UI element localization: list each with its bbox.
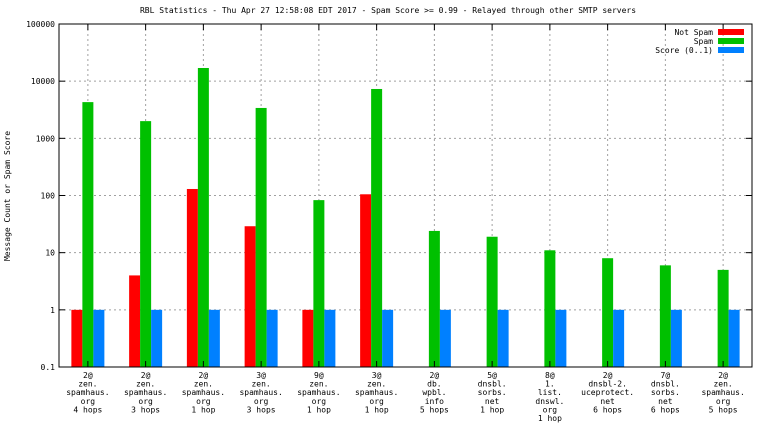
y-axis-label: Message Count or Spam Score — [3, 131, 12, 261]
bar-score-0-1 — [613, 309, 625, 367]
grid-lines — [59, 24, 752, 367]
bar-score-0-1 — [266, 309, 278, 367]
bar-not-spam — [129, 275, 141, 367]
bar-score-0-1 — [324, 309, 336, 367]
bar-spam — [140, 121, 152, 367]
bar-not-spam — [244, 226, 256, 367]
bars-group — [71, 67, 740, 368]
x-tick-label: 9@ zen. spamhaus. org 1 hop — [297, 371, 340, 414]
x-tick-label: 7@ dnsbl. sorbs. net 6 hops — [651, 371, 680, 414]
legend-label: Score (0..1) — [655, 46, 713, 55]
y-tick-label: 0.1 — [41, 363, 56, 372]
bar-not-spam — [71, 309, 83, 367]
bar-score-0-1 — [382, 309, 394, 367]
bar-score-0-1 — [93, 309, 105, 367]
y-axis-ticks: 0.1 1 10 100 1000 10000 100000 — [26, 20, 752, 372]
bar-spam — [197, 67, 209, 367]
y-tick-label: 10000 — [31, 77, 55, 86]
bar-score-0-1 — [208, 309, 220, 367]
bar-score-0-1 — [497, 309, 509, 367]
x-tick-label: 2@ db. wpbl. info 5 hops — [420, 371, 449, 414]
bar-spam — [602, 258, 614, 367]
bar-spam — [313, 200, 325, 367]
bar-spam — [371, 88, 383, 367]
x-tick-label: 5@ dnsbl. sorbs. net 1 hop — [478, 371, 507, 414]
bar-spam — [659, 265, 671, 367]
x-tick-label: 2@ zen. spamhaus. org 4 hops — [66, 371, 109, 414]
x-tick-label: 2@ zen. spamhaus. org 1 hop — [182, 371, 225, 414]
x-tick-label: 2@ dnsbl-2. uceprotect. net 6 hops — [581, 371, 634, 414]
bar-score-0-1 — [151, 309, 163, 367]
bar-spam — [717, 269, 729, 367]
bar-spam — [544, 250, 556, 367]
bar-score-0-1 — [555, 309, 567, 367]
legend-label: Spam — [694, 37, 713, 46]
y-tick-label: 1 — [50, 306, 55, 315]
legend-label: Not Spam — [674, 28, 713, 37]
x-axis-ticks: 2@ zen. spamhaus. org 4 hops 2@ zen. spamhaus. o… — [66, 24, 745, 423]
bar-spam — [428, 230, 440, 367]
y-tick-label: 1000 — [36, 134, 55, 143]
bar-score-0-1 — [439, 309, 451, 367]
y-tick-label: 100000 — [26, 20, 55, 29]
bar-spam — [82, 102, 94, 367]
bar-score-0-1 — [728, 309, 740, 367]
y-tick-label: 10 — [45, 249, 55, 258]
bar-not-spam — [302, 309, 314, 367]
x-tick-label: 2@ zen. spamhaus. org 3 hops — [124, 371, 167, 414]
bar-not-spam — [360, 194, 372, 367]
bar-spam — [486, 236, 498, 367]
x-tick-label: 3@ zen. spamhaus. org 1 hop — [355, 371, 398, 414]
legend-swatch — [718, 38, 744, 44]
x-tick-label: 8@ 1. list. dnswl. org 1 hop — [535, 371, 564, 423]
bar-not-spam — [186, 188, 198, 367]
bar-spam — [255, 107, 267, 368]
bar-score-0-1 — [670, 309, 682, 367]
x-tick-label: 3@ zen. spamhaus. org 3 hops — [239, 371, 282, 414]
chart-title: RBL Statistics - Thu Apr 27 12:58:08 EDT… — [140, 6, 636, 15]
y-tick-label: 100 — [41, 192, 56, 201]
x-tick-label: 2@ zen. spamhaus. org 5 hops — [701, 371, 744, 414]
legend-swatch — [718, 29, 744, 35]
legend-swatch — [718, 47, 744, 53]
